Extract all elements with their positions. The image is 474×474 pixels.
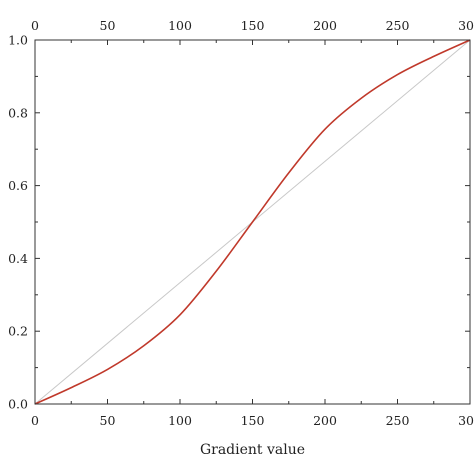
x-tick-label-top: 200 bbox=[313, 18, 337, 33]
x-tick-label-top: 100 bbox=[168, 18, 192, 33]
series-layer bbox=[34, 39, 471, 405]
y-tick-label: 0.4 bbox=[8, 251, 28, 266]
x-tick-label-bottom: 150 bbox=[241, 413, 265, 428]
y-tick-label: 0.2 bbox=[8, 324, 28, 339]
x-tick-label-top: 50 bbox=[100, 18, 116, 33]
x-tick-label-top: 300 bbox=[458, 18, 474, 33]
x-tick-label-bottom: 0 bbox=[31, 413, 39, 428]
x-tick-label-top: 250 bbox=[386, 18, 410, 33]
x-tick-label-bottom: 50 bbox=[100, 413, 116, 428]
y-tick-label: 1.0 bbox=[8, 33, 28, 48]
y-tick-label: 0.8 bbox=[8, 105, 28, 120]
series-line-curve bbox=[34, 39, 471, 405]
x-tick-label-bottom: 200 bbox=[313, 413, 337, 428]
x-tick-label-top: 0 bbox=[31, 18, 39, 33]
labels-layer: 0 50 100 150 200 250 300 0 50 100 150 200 250 300 0.0 0… bbox=[8, 18, 474, 428]
x-tick-label-bottom: 300 bbox=[458, 413, 474, 428]
y-tick-label: 0.0 bbox=[8, 397, 28, 412]
x-axis-title: Gradient value bbox=[200, 442, 305, 458]
x-tick-label-bottom: 250 bbox=[386, 413, 410, 428]
ticks-layer bbox=[34, 39, 471, 405]
x-tick-label-bottom: 100 bbox=[168, 413, 192, 428]
y-tick-label: 0.6 bbox=[8, 178, 28, 193]
x-tick-label-top: 150 bbox=[241, 18, 265, 33]
